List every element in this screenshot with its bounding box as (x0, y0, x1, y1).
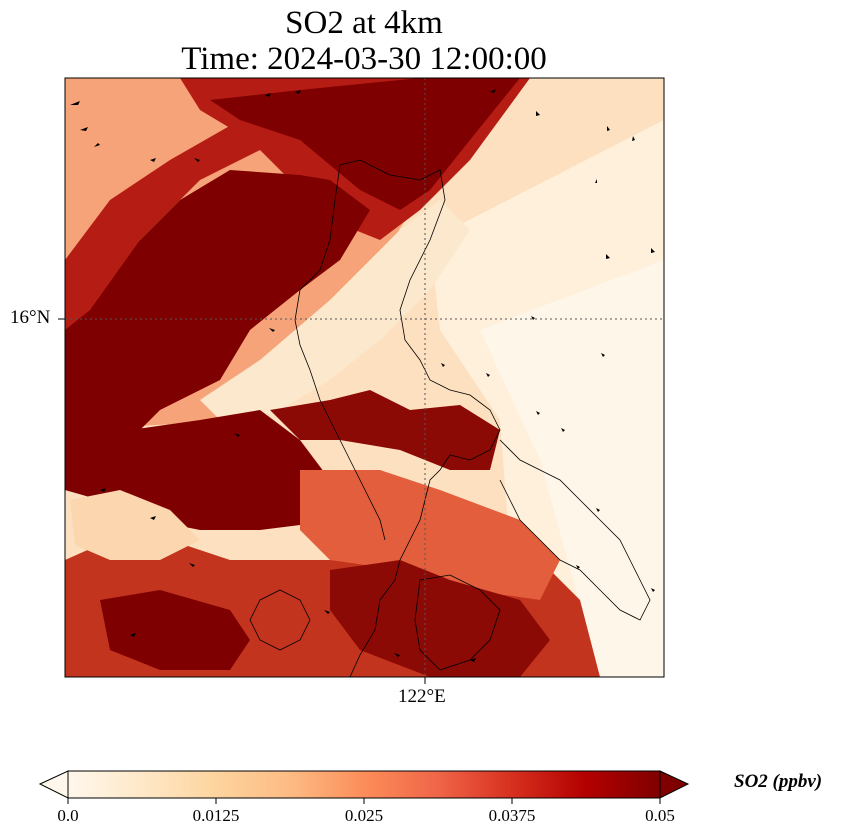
so2-field-lowest (480, 260, 664, 677)
coastline-mindoro (249, 589, 311, 651)
map-title-line2: Time: 2024-03-30 12:00:00 (181, 41, 547, 77)
colorbar-extend-max (659, 770, 690, 799)
colorbar-tick-2: 0.025 (344, 806, 384, 825)
wind-vectors (70, 89, 655, 662)
so2-field-max-southeast (330, 560, 550, 677)
so2-field-high-west (65, 120, 260, 330)
so2-field-max-east-patch (270, 390, 500, 470)
so2-field-max-north (210, 78, 520, 210)
so2-field-max-west (65, 170, 370, 460)
so2-field-mid-south (300, 470, 560, 600)
coastline-luzon (339, 159, 501, 677)
so2-field-pale-southwest (70, 490, 200, 560)
colorbar-gradient (68, 771, 660, 798)
coastline-west (294, 164, 386, 541)
colorbar (38, 770, 690, 804)
colorbar-tick-4: 0.05 (645, 806, 675, 825)
so2-field-pale-corridor (200, 200, 470, 430)
so2-field-max-south (100, 590, 250, 670)
map-frame (64, 77, 665, 678)
lat-tick-label: 16°N (10, 307, 51, 328)
coastline-east-islands (499, 439, 651, 621)
coastline-south (414, 574, 501, 671)
colorbar-label: SO2 (ppbv) (734, 771, 823, 792)
map-title-line1: SO2 at 4km (285, 5, 443, 41)
colorbar-tick-3: 0.0375 (488, 806, 536, 825)
colorbar-tick-0: 0.0 (57, 806, 79, 825)
lon-tick-label: 122°E (398, 686, 446, 707)
so2-map (58, 77, 665, 684)
colorbar-extend-min (38, 770, 69, 799)
colorbar-tick-1: 0.0125 (192, 806, 240, 825)
